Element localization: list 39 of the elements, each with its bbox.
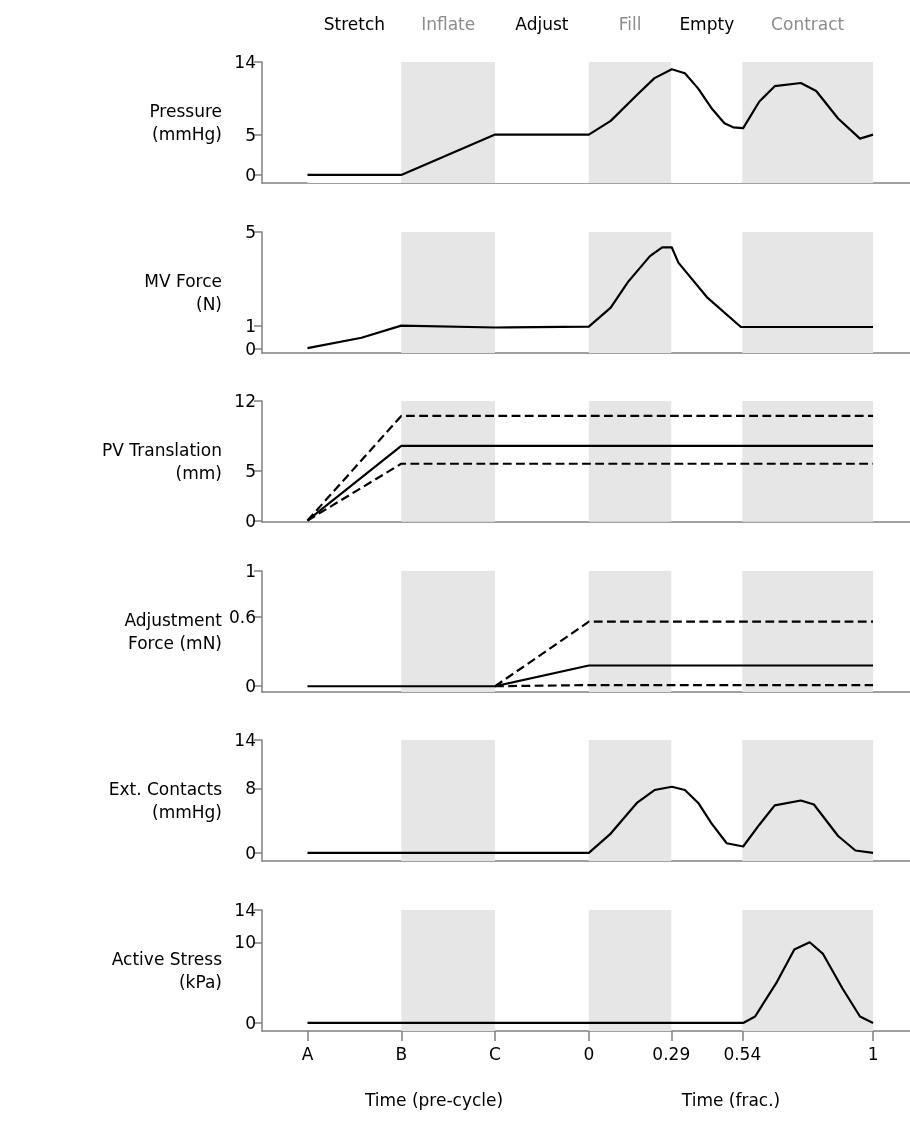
- x-tick-label: 1: [867, 1043, 879, 1064]
- y-tick-label: 1: [245, 561, 256, 581]
- band-label: Contract: [771, 13, 845, 34]
- y-tick-label: 0: [245, 842, 256, 863]
- band-label: Stretch: [323, 13, 386, 34]
- y-tick-label: 1: [245, 315, 256, 336]
- x-tick-label: 0: [583, 1043, 595, 1064]
- band-label: Adjust: [515, 13, 569, 34]
- y-tick-label: 0.6: [228, 607, 256, 628]
- y-tick-label: 0: [245, 676, 256, 697]
- band-label: Empty: [679, 13, 735, 34]
- y-tick-label: 0: [245, 339, 256, 360]
- y-tick-label: 8: [245, 778, 256, 799]
- x-tick-label: 0.29: [652, 1043, 691, 1064]
- band-label: Fill: [618, 13, 642, 34]
- y-tick-label: 14: [234, 900, 256, 920]
- y-tick-label: 5: [245, 124, 256, 145]
- y-axis-title: Ext. Contacts (mmHg): [108, 779, 223, 822]
- y-tick-label: 14: [234, 52, 256, 72]
- y-tick-label: 0: [245, 164, 256, 185]
- text: Time (frac.): [680, 1089, 781, 1110]
- x-tick-label: B: [395, 1043, 408, 1064]
- y-tick-label: 0: [245, 510, 256, 531]
- band-label: Inflate: [421, 13, 476, 34]
- y-axis-title: MV Force (N): [144, 271, 222, 314]
- y-tick-label: 0: [245, 1012, 256, 1033]
- x-tick-label: A: [301, 1043, 314, 1064]
- x-axis-title: Time (pre-cycle): [363, 1089, 504, 1110]
- y-tick-label: 12: [234, 391, 256, 411]
- y-tick-label: 5: [245, 460, 256, 481]
- y-axis-title: Pressure (mmHg): [149, 101, 222, 144]
- y-tick-label: 5: [245, 222, 256, 242]
- x-tick-label: C: [489, 1043, 501, 1064]
- y-tick-label: 10: [234, 932, 256, 953]
- x-tick-label: 0.54: [723, 1043, 762, 1064]
- y-axis-title: Adjustment Force (mN): [124, 610, 223, 653]
- y-axis-title: PV Translation (mm): [102, 440, 222, 483]
- y-tick-label: 14: [234, 730, 256, 750]
- y-axis-title: Active Stress (kPa): [111, 949, 223, 992]
